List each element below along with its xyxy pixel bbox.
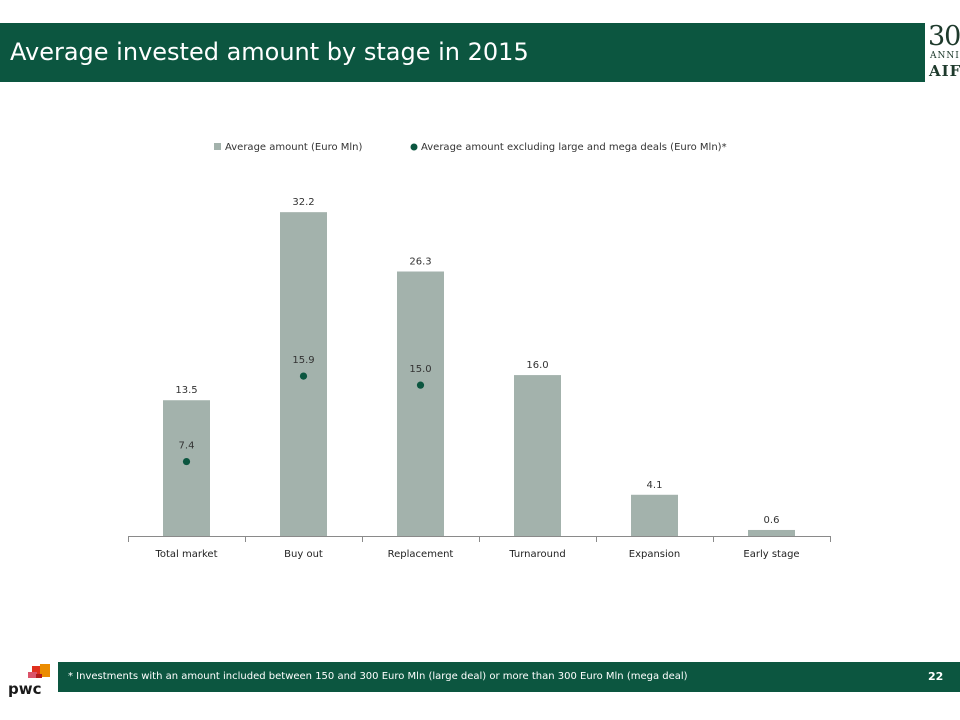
bar-data-label: 13.5 — [175, 385, 197, 396]
page-title: Average invested amount by stage in 2015 — [10, 38, 529, 66]
plot-area: 13.5 7.4 Total market 32.2 15.9 Buy out 26.3 15… — [128, 197, 831, 560]
x-tick-label: Turnaround — [508, 549, 565, 560]
bar — [397, 271, 444, 536]
bar — [163, 400, 210, 536]
aifi-logo-subtitle: ANNI — [930, 51, 960, 61]
bar — [514, 375, 561, 536]
bar — [748, 529, 795, 536]
footer-bar: * Investments with an amount included be… — [58, 662, 960, 692]
bar-data-label: 0.6 — [764, 515, 780, 526]
marker-point — [299, 372, 308, 380]
title-bar: Average invested amount by stage in 2015 — [0, 23, 925, 82]
legend-marker-label: Average amount excluding large and mega … — [421, 142, 727, 153]
pwc-logo-mark: pwc — [8, 664, 50, 698]
x-tick-label: Buy out — [284, 549, 323, 560]
marker-point — [416, 381, 425, 389]
bar-data-label: 32.2 — [292, 197, 314, 208]
x-tick-label: Replacement — [388, 549, 454, 560]
x-tick-label: Total market — [154, 549, 217, 560]
x-tick-label: Early stage — [743, 549, 799, 560]
aifi-logo: 30 ANNI AIFI — [926, 22, 960, 84]
pwc-logo: pwc — [4, 662, 56, 698]
bar-data-label: 26.3 — [409, 256, 431, 267]
aifi-logo-number: 30 — [928, 22, 960, 52]
bar-data-label: 4.1 — [647, 480, 663, 491]
legend-bar-label: Average amount (Euro Mln) — [225, 142, 362, 153]
footnote: * Investments with an amount included be… — [68, 671, 688, 682]
marker-point — [182, 457, 191, 466]
pwc-wordmark: pwc — [8, 680, 42, 698]
marker-data-label: 15.9 — [292, 355, 314, 366]
marker-data-label: 15.0 — [409, 364, 431, 375]
bar-data-label: 16.0 — [526, 360, 548, 371]
legend-bar-swatch — [214, 143, 221, 150]
aifi-logo-name: AIFI — [929, 62, 960, 80]
page-number: 22 — [928, 670, 944, 683]
legend-marker-swatch — [410, 143, 418, 151]
marker-data-label: 7.4 — [179, 441, 195, 452]
x-tick-label: Expansion — [629, 549, 681, 560]
chart-legend: Average amount (Euro Mln) Average amount… — [214, 142, 727, 153]
bar — [631, 494, 678, 536]
